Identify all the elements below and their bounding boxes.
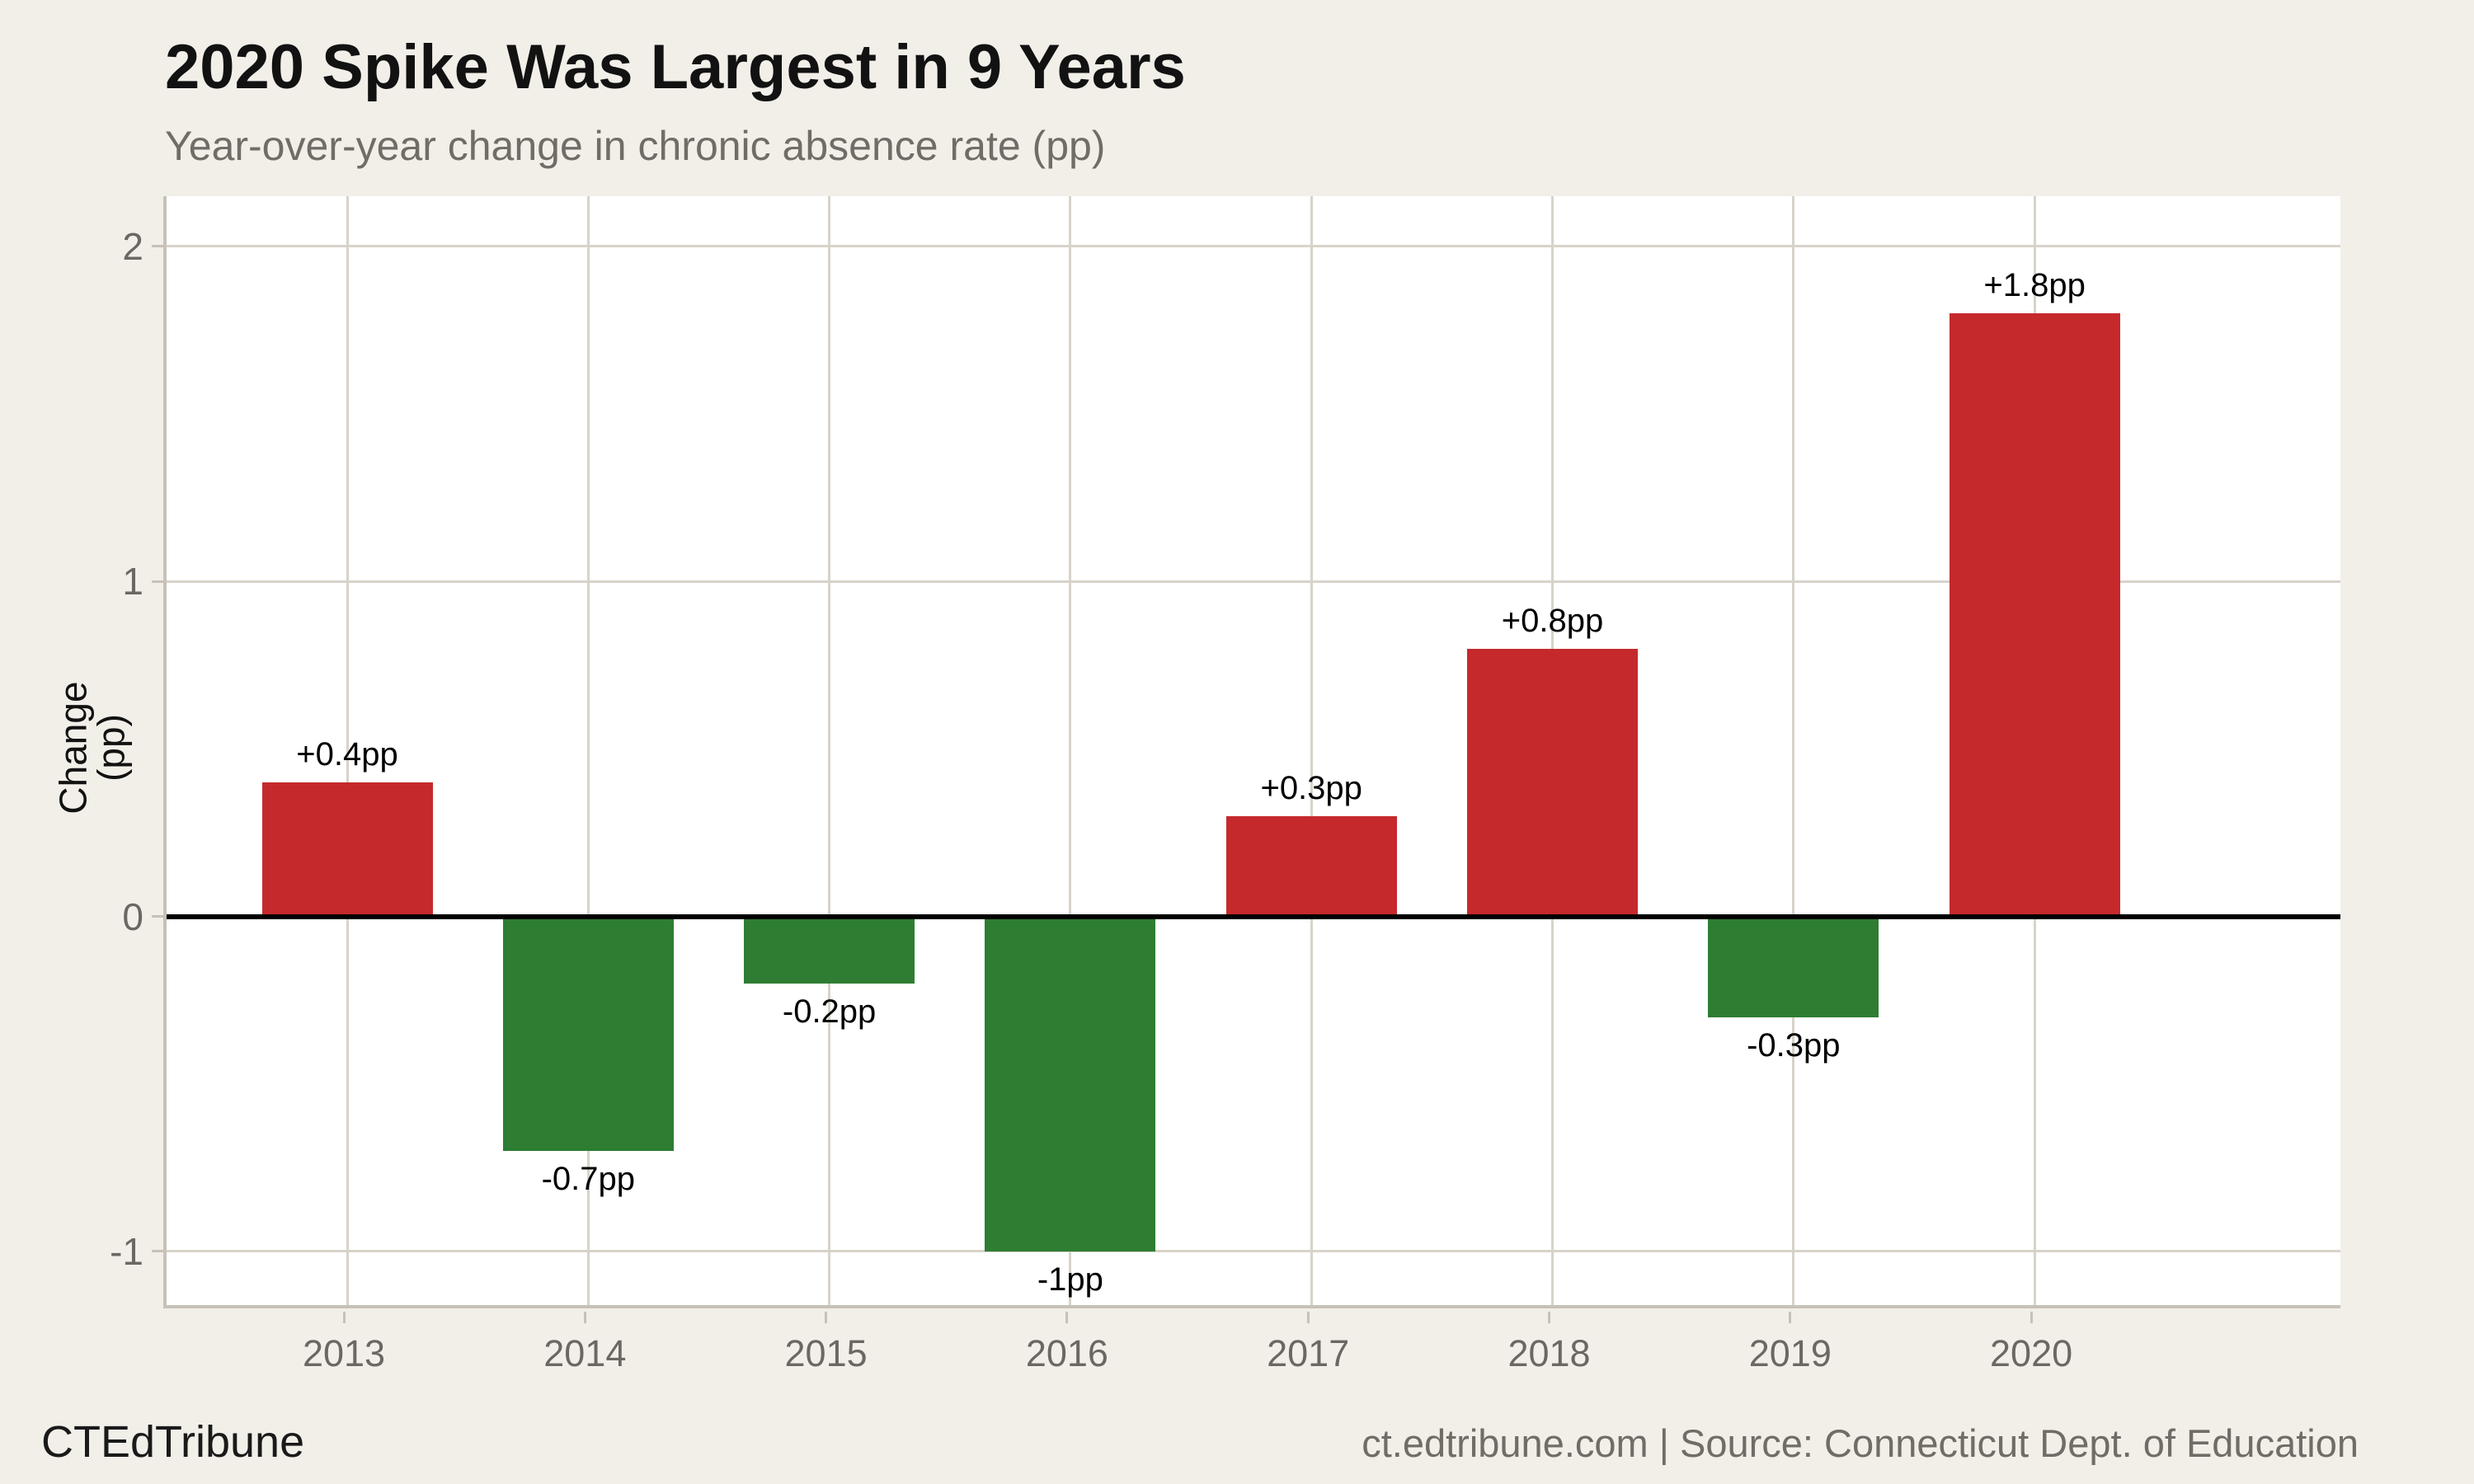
x-tick-2018 — [1548, 1312, 1550, 1323]
bar-value-label-2017: +0.3pp — [1260, 769, 1362, 806]
x-tick-2016 — [1065, 1312, 1069, 1323]
x-tick-label-2020: 2020 — [1990, 1332, 2073, 1374]
gridline-h--1 — [167, 1250, 2340, 1253]
bar-2019 — [1708, 916, 1879, 1017]
footer-brand: CTEdTribune — [41, 1417, 305, 1467]
x-tick-label-2013: 2013 — [302, 1332, 386, 1374]
gridline-v-2016 — [1069, 196, 1072, 1305]
bar-value-label-2020: +1.8pp — [1983, 267, 2086, 304]
bar-value-label-2019: -0.3pp — [1747, 1026, 1841, 1064]
x-tick-label-2014: 2014 — [543, 1332, 627, 1374]
x-tick-2014 — [583, 1312, 586, 1323]
zero-line — [167, 913, 2340, 919]
footer-source-attribution: ct.edtribune.com | Source: Connecticut D… — [1362, 1421, 2359, 1465]
gridline-v-2019 — [1792, 196, 1795, 1305]
y-tick--1 — [152, 1250, 163, 1253]
bar-value-label-2013: +0.4pp — [296, 736, 398, 773]
x-tick-label-2018: 2018 — [1507, 1332, 1591, 1374]
bar-2016 — [985, 916, 1156, 1252]
plot-area: +0.4pp -0.7pp -0.2pp -1pp +0.3pp +0.8pp -0.3pp… — [163, 196, 2340, 1308]
y-tick-2 — [152, 245, 163, 248]
y-tick-label--1: -1 — [110, 1229, 143, 1273]
bar-value-label-2018: +0.8pp — [1501, 602, 1604, 639]
y-tick-1 — [152, 580, 163, 583]
bar-2014 — [502, 916, 674, 1152]
y-tick-label-0: 0 — [122, 895, 143, 938]
gridline-v-2015 — [828, 196, 831, 1305]
x-tick-label-2016: 2016 — [1025, 1332, 1108, 1374]
x-tick-2019 — [1789, 1312, 1792, 1323]
bar-2013 — [261, 782, 433, 917]
gridline-v-2017 — [1310, 196, 1313, 1305]
x-tick-label-2017: 2017 — [1267, 1332, 1350, 1374]
gridline-h-2 — [167, 245, 2340, 248]
gridline-v-2014 — [586, 196, 590, 1305]
y-axis-title: Change (pp) — [51, 681, 133, 815]
x-tick-2015 — [825, 1312, 828, 1323]
x-tick-label-2019: 2019 — [1748, 1332, 1832, 1374]
bar-value-label-2015: -0.2pp — [782, 993, 877, 1030]
x-tick-2020 — [2030, 1312, 2033, 1323]
bar-2020 — [1949, 313, 2120, 917]
bar-value-label-2016: -1pp — [1037, 1261, 1103, 1298]
x-tick-label-2015: 2015 — [784, 1332, 868, 1374]
x-tick-2017 — [1306, 1312, 1310, 1323]
chart-title: 2020 Spike Was Largest in 9 Years — [165, 32, 1186, 102]
bar-2017 — [1225, 815, 1397, 917]
y-tick-label-2: 2 — [122, 224, 143, 268]
y-tick-0 — [152, 915, 163, 918]
chart-subtitle: Year-over-year change in chronic absence… — [165, 123, 1106, 169]
bar-value-label-2014: -0.7pp — [541, 1161, 635, 1198]
gridline-h-1 — [167, 580, 2340, 583]
bar-2015 — [744, 916, 915, 984]
gridline-v-2013 — [346, 196, 349, 1305]
bar-2018 — [1467, 648, 1638, 917]
y-tick-label-1: 1 — [122, 560, 143, 603]
x-tick-2013 — [342, 1312, 346, 1323]
